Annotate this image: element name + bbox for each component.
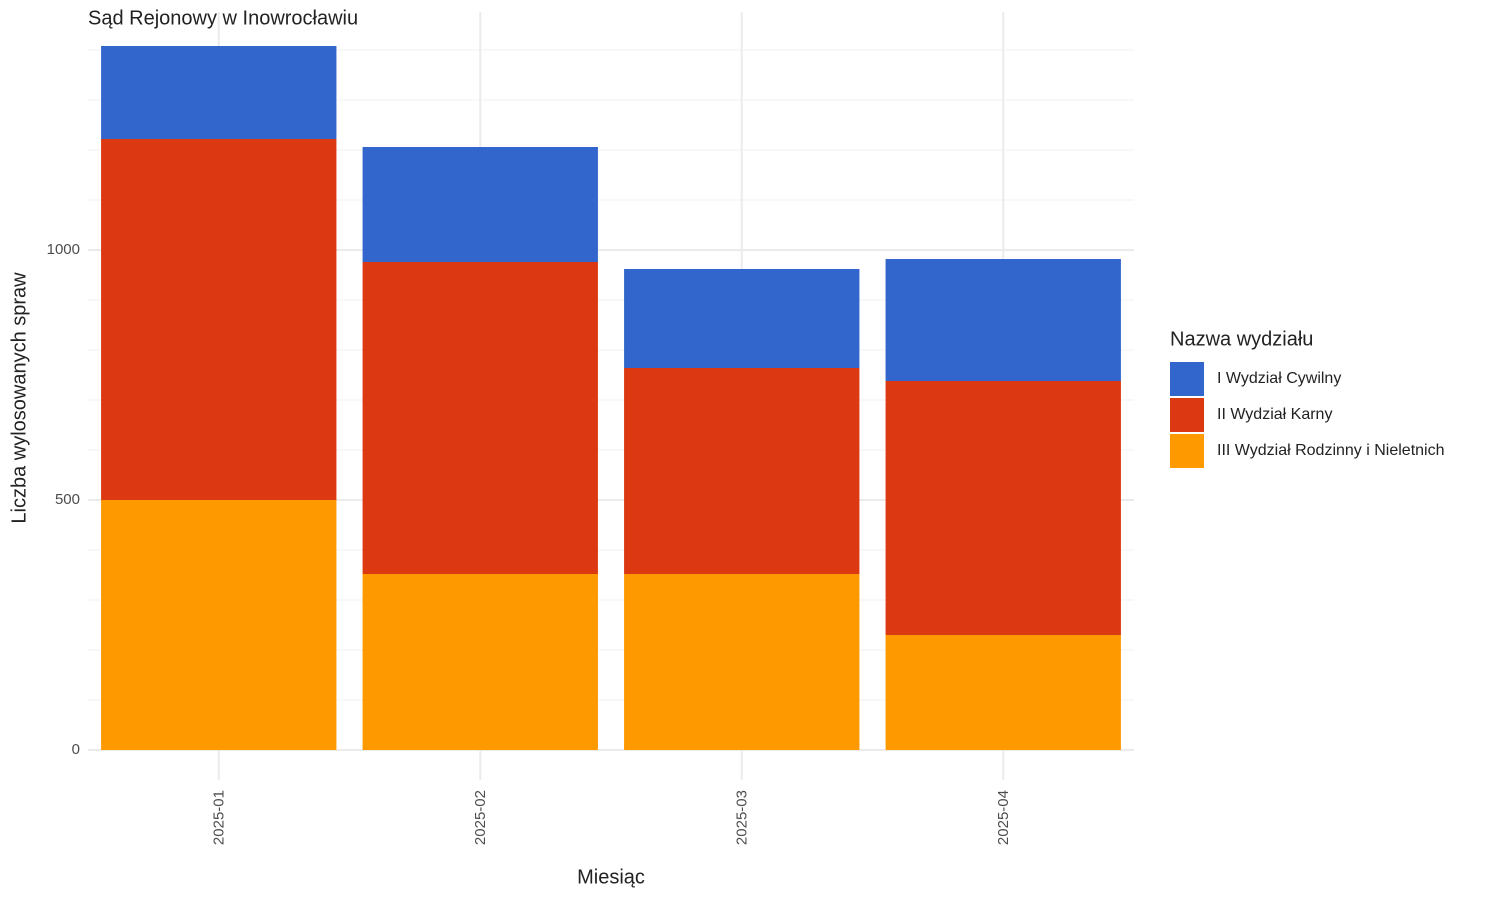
bar-segment <box>624 574 860 750</box>
y-tick-label: 500 <box>55 491 80 508</box>
legend-title: Nazwa wydziału <box>1170 328 1313 350</box>
bar-segment <box>624 368 860 574</box>
bar-segment <box>101 500 337 750</box>
bar-segment <box>362 147 598 262</box>
bar-segment <box>101 139 337 500</box>
chart-title: Sąd Rejonowy w Inowrocławiu <box>88 7 358 29</box>
legend-label: I Wydział Cywilny <box>1217 370 1341 387</box>
bar-segment <box>885 381 1121 635</box>
y-axis-label: Liczba wylosowanych spraw <box>8 272 30 524</box>
x-tick-label: 2025-03 <box>734 790 751 845</box>
bar-segment <box>101 46 337 139</box>
x-tick-label: 2025-04 <box>995 790 1012 845</box>
y-tick-label: 0 <box>72 741 80 758</box>
legend-swatch <box>1170 362 1204 396</box>
bar-segment <box>362 574 598 750</box>
x-tick-label: 2025-01 <box>211 790 228 845</box>
y-tick-label: 1000 <box>47 241 80 258</box>
bar-segment <box>885 635 1121 750</box>
legend-label: III Wydział Rodzinny i Nieletnich <box>1217 442 1445 459</box>
bar-segment <box>362 262 598 574</box>
legend-swatch <box>1170 434 1204 468</box>
bar-segment <box>624 269 860 368</box>
x-axis-label: Miesiąc <box>577 866 645 888</box>
legend-label: II Wydział Karny <box>1217 406 1332 423</box>
legend-swatch <box>1170 398 1204 432</box>
x-tick-label: 2025-02 <box>472 790 489 845</box>
bar-segment <box>885 259 1121 381</box>
